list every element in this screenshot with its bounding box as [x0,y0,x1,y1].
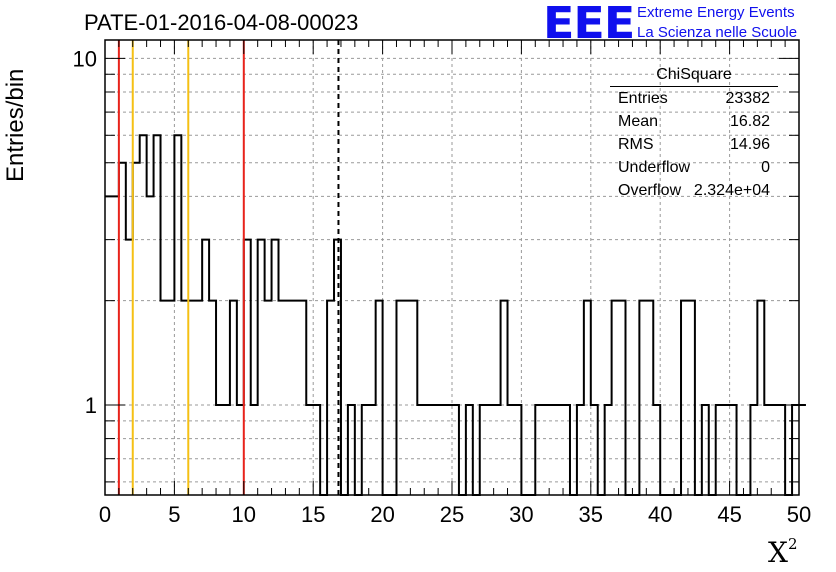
chart-title: PATE-01-2016-04-08-00023 [84,10,359,35]
histogram-bars [105,134,806,496]
stats-value: 14.96 [729,136,770,153]
stats-value: 23382 [725,90,771,107]
x-tick-label: 45 [717,502,741,527]
x-tick-label: 35 [579,502,603,527]
stats-value: 0 [761,159,770,176]
stats-row-rms: RMS 14.96 [610,133,778,156]
stats-value: 2.324e+04 [693,182,770,199]
x-tick-label: 25 [440,502,464,527]
stats-key: Underflow [618,159,691,176]
logo-line-1: Extreme Energy Events [637,4,795,21]
x-tick-label: 40 [648,502,672,527]
x-tick-label: 20 [370,502,394,527]
stats-row-entries: Entries 23382 [610,87,778,110]
stats-key: Entries [618,90,668,107]
x-tick-label: 10 [232,502,256,527]
eee-logo: EEE [543,0,635,49]
stats-key: Mean [618,113,659,130]
x-axis-label: X2 [768,534,798,569]
y-tick-label: 10 [73,46,97,71]
stats-box: ChiSquare Entries 23382 Mean 16.82 RMS 1… [610,66,778,202]
y-axis-label: Entries/bin [2,68,29,182]
x-axis-label-sup: 2 [787,534,798,553]
x-tick-label: 15 [301,502,325,527]
x-tick-label: 0 [99,502,111,527]
stats-row-underflow: Underflow 0 [610,156,778,179]
x-tick-label: 5 [168,502,180,527]
stats-value: 16.82 [729,113,770,130]
stats-key: RMS [618,136,654,153]
logo-line-2: La Scienza nelle Scuole [637,24,798,41]
stats-row-overflow: Overflow 2.324e+04 [610,179,778,202]
x-axis-label-base: X [768,536,788,569]
stats-title: ChiSquare [610,66,778,87]
stats-key: Overflow [618,182,682,199]
x-tick-label: 50 [787,502,811,527]
stats-row-mean: Mean 16.82 [610,110,778,133]
x-tick-label: 30 [509,502,533,527]
y-tick-label: 1 [85,393,97,418]
